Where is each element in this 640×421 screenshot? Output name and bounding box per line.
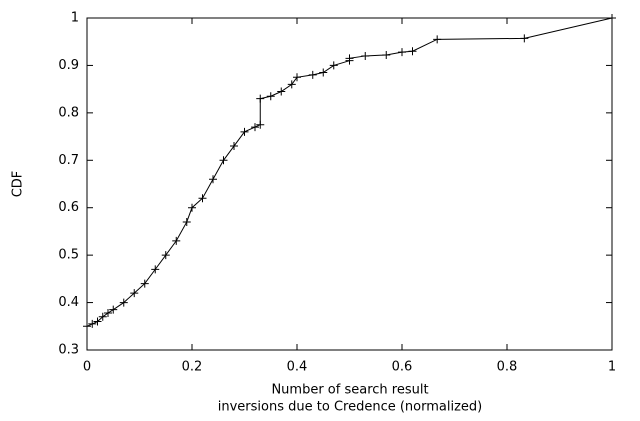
point-marker — [251, 123, 259, 132]
y-tick-label: 0.4 — [58, 295, 79, 310]
point-marker — [256, 120, 265, 129]
point-marker — [151, 265, 160, 274]
y-tick-label: 0.9 — [58, 58, 79, 73]
point-marker — [219, 156, 228, 165]
y-tick-label: 0.3 — [58, 343, 79, 358]
x-tick-label: 0 — [83, 360, 91, 375]
y-tick-label: 0.6 — [58, 200, 79, 215]
point-marker — [433, 35, 442, 44]
point-marker — [130, 289, 139, 298]
point-marker — [109, 305, 118, 314]
point-marker — [398, 48, 406, 57]
point-marker — [172, 236, 181, 245]
point-marker — [230, 142, 238, 151]
point-marker — [93, 317, 102, 326]
x-tick-label: 0.6 — [392, 360, 413, 375]
point-marker — [182, 217, 191, 226]
point-marker — [140, 279, 149, 288]
point-marker — [520, 34, 529, 43]
point-marker — [161, 251, 170, 260]
point-marker — [287, 80, 296, 89]
x-tick-label: 0.8 — [497, 360, 518, 375]
point-marker — [608, 14, 616, 22]
x-tick-label: 0.4 — [287, 360, 308, 375]
point-marker — [361, 51, 370, 60]
point-marker — [266, 92, 275, 101]
x-axis-label: inversions due to Credence (normalized) — [218, 400, 482, 415]
y-tick-label: 0.5 — [58, 248, 79, 263]
point-marker — [293, 73, 301, 82]
point-marker — [104, 309, 112, 318]
point-marker — [119, 298, 128, 307]
x-axis-label: Number of search result — [271, 383, 428, 398]
point-marker — [88, 319, 97, 328]
point-marker — [198, 194, 207, 203]
point-marker — [329, 61, 338, 70]
y-tick-label: 0.7 — [58, 153, 79, 168]
point-marker — [345, 54, 354, 63]
point-marker — [83, 322, 91, 331]
point-marker — [98, 312, 107, 321]
point-marker — [308, 70, 317, 79]
y-tick-label: 0.8 — [58, 105, 79, 120]
x-tick-label: 0.2 — [182, 360, 203, 375]
point-marker — [188, 203, 196, 212]
y-axis-label: CDF — [11, 171, 26, 198]
y-tick-label: 1 — [71, 11, 79, 26]
point-marker — [240, 127, 249, 136]
point-marker — [209, 175, 217, 184]
point-marker — [408, 47, 417, 56]
x-tick-label: 1 — [608, 360, 616, 375]
plot-frame — [86, 17, 613, 351]
point-marker — [382, 50, 391, 59]
point-marker — [277, 87, 286, 96]
point-marker — [319, 68, 328, 77]
point-marker — [256, 94, 265, 103]
